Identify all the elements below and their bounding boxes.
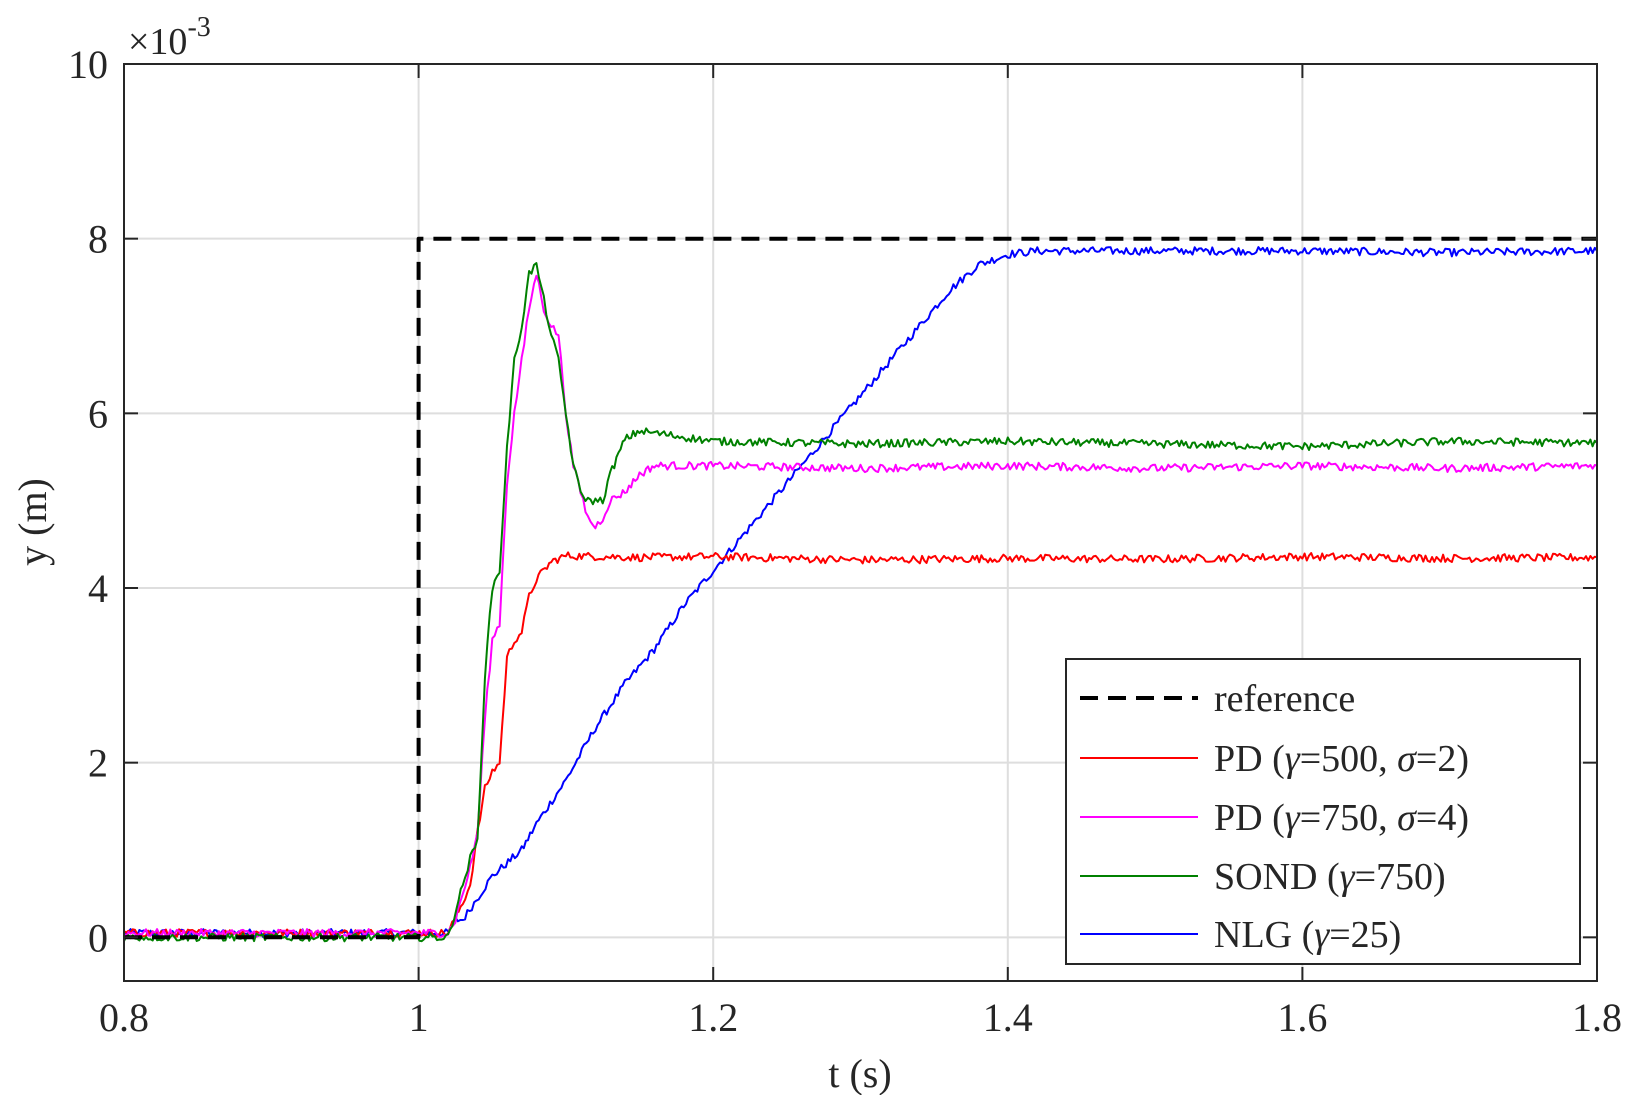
legend-label-reference: reference [1214,678,1355,720]
y-tick-label: 2 [88,741,108,786]
plot-frame [123,63,1598,982]
series-layer [123,236,1598,943]
legend-box [1065,658,1581,965]
x-tick-label: 0.8 [99,995,149,1040]
x-axis-label: t (s) [828,1051,891,1095]
legend-label-pd500: PD (γ=500, σ=2) [1214,738,1469,780]
y-axis-label: y (m) [10,478,55,566]
x-tick-label: 1.2 [688,995,738,1040]
legend-label-nlg: NLG (γ=25) [1214,914,1401,956]
y-tick-label: 6 [88,391,108,436]
y-tick-label: 10 [68,42,108,87]
legend-label-pd750: PD (γ=750, σ=4) [1214,797,1469,839]
series-line-sond [123,262,1598,943]
series-line-nlg [123,246,1598,938]
y-tick-label: 8 [88,217,108,262]
legend-label-sond: SOND (γ=750) [1214,856,1446,898]
series-line-pd750 [123,274,1598,938]
tick-layer: 0.8 1 1.2 1.4 1.6 1.8 0 2 4 6 8 10 [68,42,1622,1040]
y-tick-label: 0 [88,915,108,960]
x-tick-label: 1 [409,995,429,1040]
legend: reference PD (γ=500, σ=2) PD (γ=750, σ=4… [1065,658,1581,965]
y-exponent-label: ×10-3 [128,12,211,63]
y-tick-label: 4 [88,566,108,611]
x-tick-label: 1.8 [1572,995,1622,1040]
x-tick-label: 1.6 [1277,995,1327,1040]
x-tick-label: 1.4 [983,995,1033,1040]
series-line-reference [124,236,1597,940]
